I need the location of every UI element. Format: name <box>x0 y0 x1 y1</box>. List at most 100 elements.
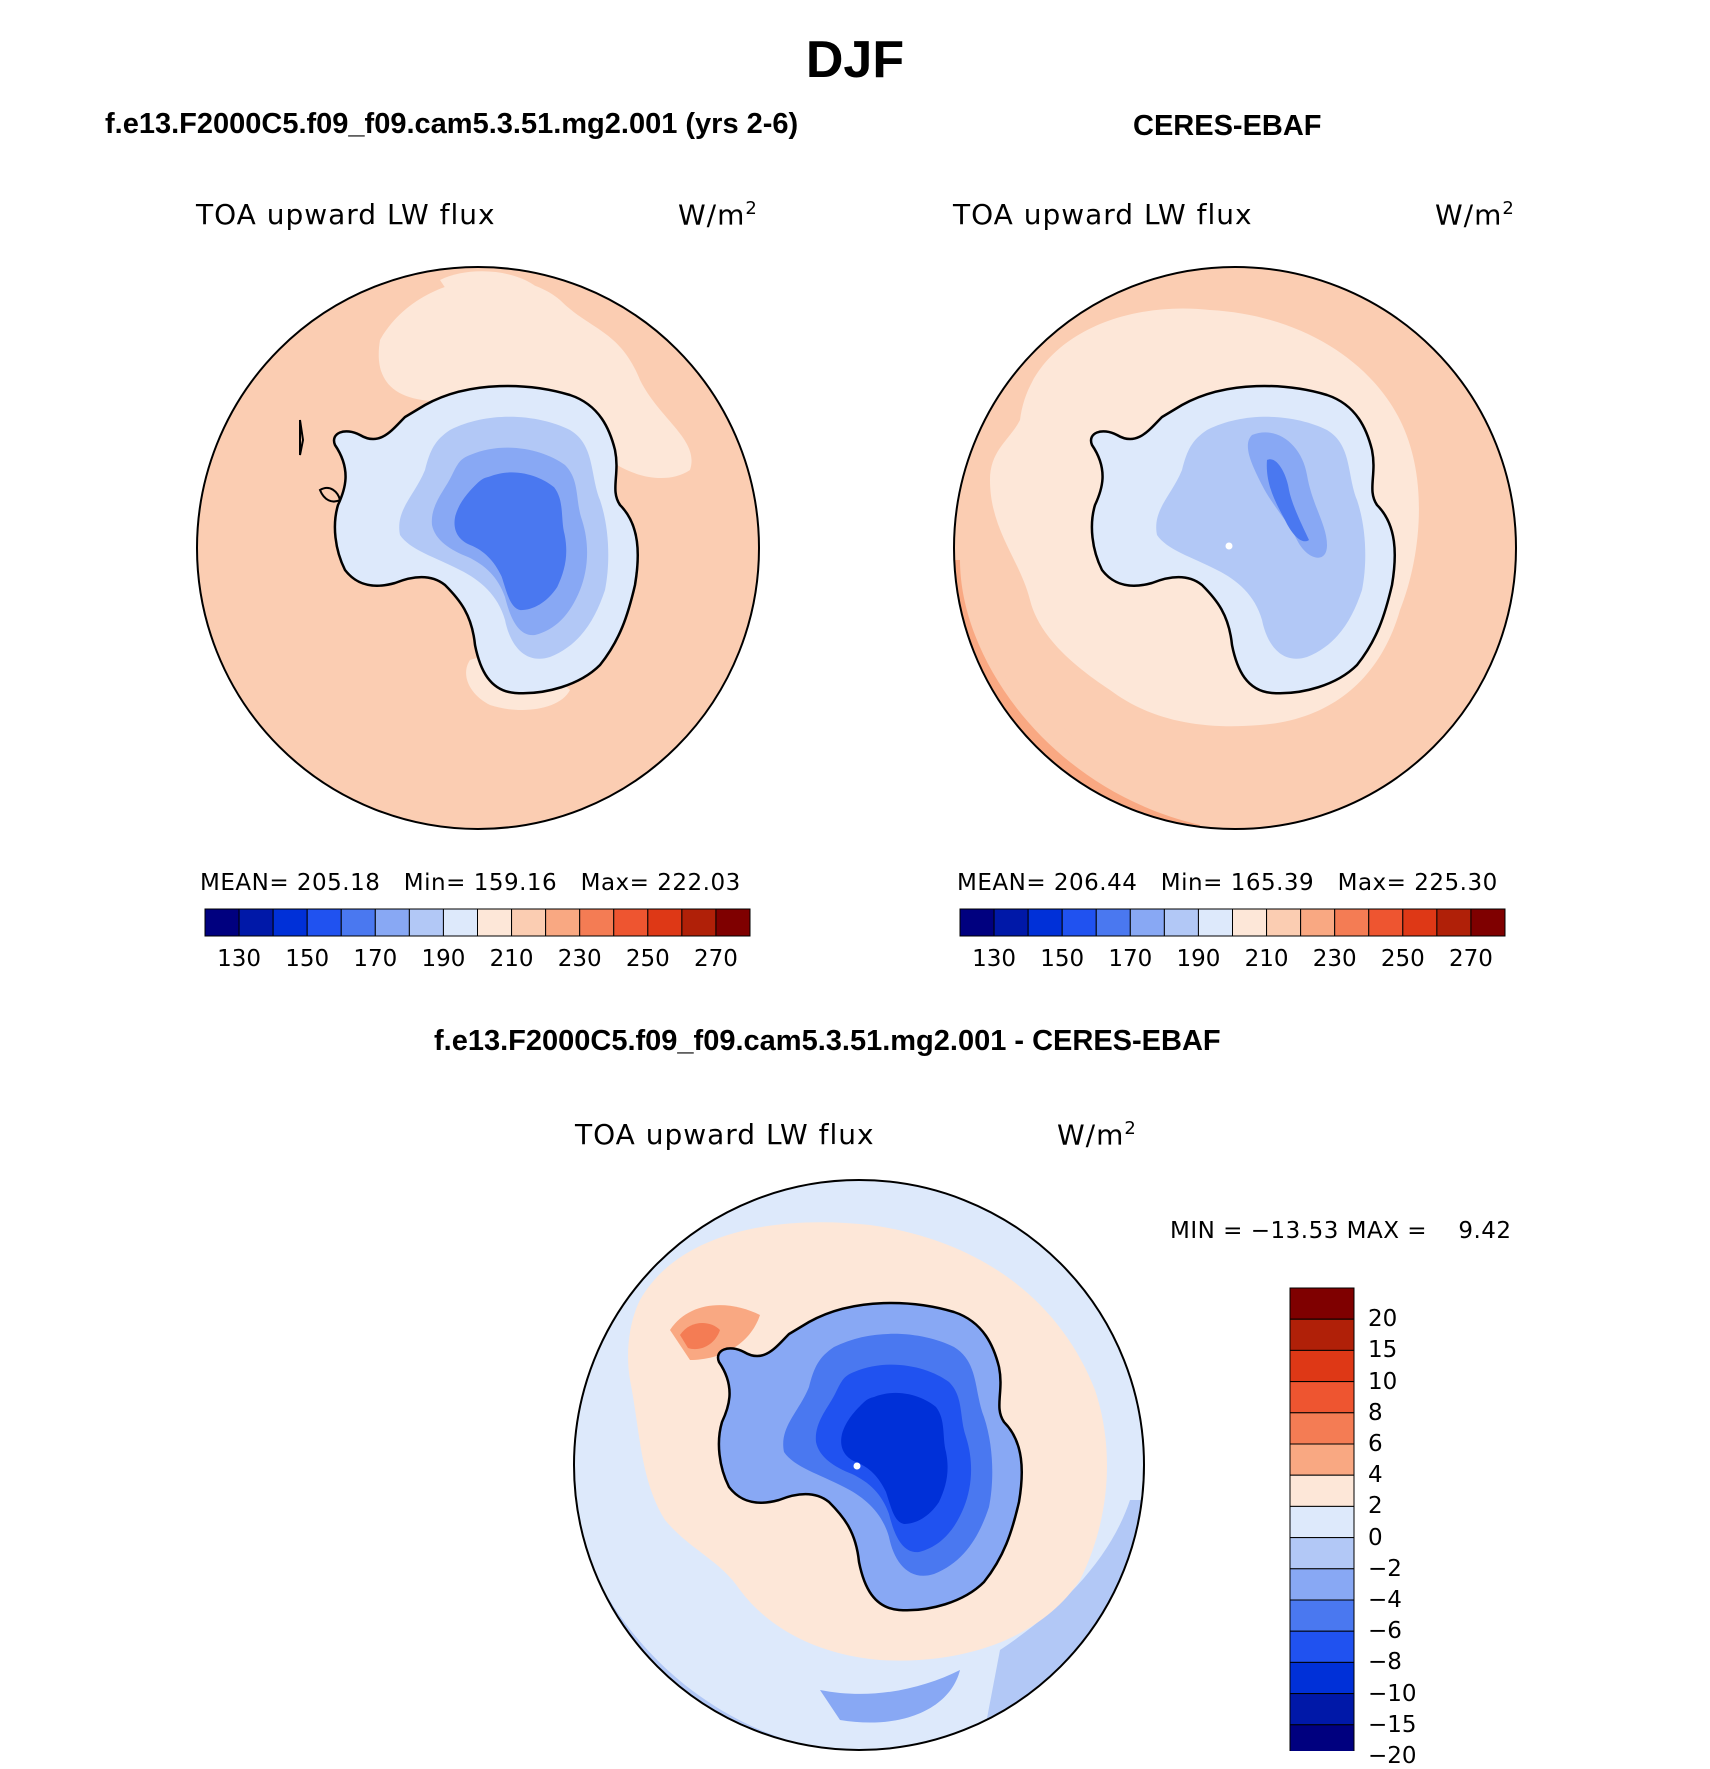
model-colorbar-swatch <box>442 908 478 937</box>
obs-colorbar-tick-label: 250 <box>1380 946 1425 972</box>
diff-colorbar-tick-label: −15 <box>1368 1711 1417 1738</box>
model-colorbar-swatch <box>306 908 342 937</box>
model-colorbar-swatch <box>715 908 751 937</box>
model-colorbar-swatch <box>408 908 444 937</box>
obs-colorbar-swatch <box>1266 908 1302 937</box>
diff-colorbar-tick-label: −10 <box>1368 1680 1417 1707</box>
model-colorbar-swatch <box>545 908 581 937</box>
obs-colorbar-swatch <box>1368 908 1404 937</box>
model-colorbar <box>204 908 751 937</box>
diff-colorbar-tick-label: 2 <box>1368 1493 1383 1520</box>
diff-colorbar-tick-label: 15 <box>1368 1337 1398 1364</box>
obs-colorbar-swatch <box>993 908 1029 937</box>
model-variable-label: TOA upward LW flux <box>196 198 496 231</box>
model-colorbar-swatch <box>511 908 547 937</box>
diff-colorbar-tick-label: 8 <box>1368 1399 1383 1426</box>
obs-variable-label: TOA upward LW flux <box>953 198 1253 231</box>
diff-colorbar-swatch <box>1289 1693 1355 1726</box>
diff-colorbar-swatch <box>1289 1412 1355 1445</box>
model-units-label: W/m2 <box>678 198 758 232</box>
diff-colorbar-tick-label: 0 <box>1368 1524 1383 1551</box>
obs-colorbar-tick-label: 270 <box>1448 946 1493 972</box>
model-stats: MEAN= 205.18 Min= 159.16 Max= 222.03 <box>200 870 741 896</box>
obs-units-label: W/m2 <box>1435 198 1515 232</box>
model-colorbar-tick-label: 210 <box>489 946 534 972</box>
obs-colorbar-tick-label: 170 <box>1108 946 1153 972</box>
diff-colorbar-swatch <box>1289 1505 1355 1539</box>
model-colorbar-tick-label: 270 <box>693 946 738 972</box>
diff-colorbar-tick-label: 4 <box>1368 1462 1383 1489</box>
model-colorbar-tick-label: 130 <box>217 946 262 972</box>
diff-colorbar-swatch <box>1289 1568 1355 1601</box>
obs-colorbar-swatch <box>1197 908 1233 937</box>
diff-variable-label: TOA upward LW flux <box>575 1118 875 1151</box>
model-colorbar-swatch <box>477 908 513 937</box>
obs-colorbar-tick-label: 130 <box>972 946 1017 972</box>
diff-colorbar-tick-label: 20 <box>1368 1306 1398 1333</box>
obs-panel-title: CERES-EBAF <box>1133 110 1322 142</box>
diff-colorbar-swatch <box>1289 1724 1355 1751</box>
obs-map <box>954 267 1516 829</box>
diff-map-outline <box>573 1179 1145 1751</box>
diff-colorbar-swatch <box>1289 1443 1355 1476</box>
obs-colorbar-swatch <box>1300 908 1336 937</box>
diff-stats: MIN = −13.53 MAX = 9.42 <box>1170 1218 1512 1244</box>
model-colorbar-swatch <box>374 908 410 937</box>
obs-colorbar-swatch <box>1470 908 1506 937</box>
model-map-outline <box>196 266 760 830</box>
obs-colorbar-swatch <box>1436 908 1472 937</box>
diff-colorbar-tick-label: 10 <box>1368 1368 1398 1395</box>
obs-colorbar-tick-label: 230 <box>1312 946 1357 972</box>
diff-colorbar-swatch <box>1289 1318 1355 1351</box>
model-map <box>197 267 759 829</box>
model-colorbar-swatch <box>272 908 308 937</box>
model-colorbar-swatch <box>613 908 649 937</box>
obs-colorbar-tick-label: 210 <box>1244 946 1289 972</box>
diff-colorbar-tick-label: −8 <box>1368 1649 1402 1676</box>
diff-colorbar-tick-label: −20 <box>1368 1743 1417 1769</box>
model-colorbar-swatch <box>340 908 376 937</box>
obs-colorbar-swatch <box>1163 908 1199 937</box>
model-colorbar-swatch <box>238 908 274 937</box>
obs-colorbar-swatch <box>1095 908 1131 937</box>
obs-colorbar-swatch <box>1402 908 1438 937</box>
diff-colorbar-swatch <box>1289 1537 1355 1570</box>
model-colorbar-swatch <box>579 908 615 937</box>
diff-panel-title: f.e13.F2000C5.f09_f09.cam5.3.51.mg2.001 … <box>434 1025 1221 1057</box>
diff-units-label: W/m2 <box>1057 1118 1137 1152</box>
diff-colorbar-swatch <box>1289 1349 1355 1383</box>
obs-colorbar-swatch <box>959 908 995 937</box>
diff-colorbar-swatch <box>1289 1287 1355 1320</box>
diff-colorbar-swatch <box>1289 1381 1355 1414</box>
diff-colorbar <box>1289 1287 1355 1751</box>
model-colorbar-swatch <box>204 908 240 937</box>
obs-colorbar-tick-label: 150 <box>1040 946 1085 972</box>
diff-colorbar-tick-label: 6 <box>1368 1431 1383 1457</box>
obs-colorbar-swatch <box>1334 908 1370 937</box>
diff-colorbar-tick-label: −6 <box>1368 1618 1402 1645</box>
model-panel-title: f.e13.F2000C5.f09_f09.cam5.3.51.mg2.001 … <box>105 108 799 140</box>
obs-colorbar-swatch <box>1061 908 1097 937</box>
diff-map <box>574 1180 1144 1750</box>
obs-colorbar-swatch <box>1129 908 1165 937</box>
diff-colorbar-swatch <box>1289 1661 1355 1695</box>
obs-colorbar-swatch <box>1027 908 1063 937</box>
model-colorbar-swatch <box>681 908 717 937</box>
obs-colorbar-swatch <box>1232 908 1268 937</box>
diff-colorbar-swatch <box>1289 1599 1355 1632</box>
figure-title: DJF <box>805 31 905 89</box>
model-colorbar-tick-label: 230 <box>557 946 602 972</box>
obs-colorbar-tick-label: 190 <box>1176 946 1221 972</box>
diff-colorbar-swatch <box>1289 1474 1355 1507</box>
obs-stats: MEAN= 206.44 Min= 165.39 Max= 225.30 <box>957 870 1498 896</box>
obs-map-outline <box>953 266 1517 830</box>
diff-colorbar-tick-label: −2 <box>1368 1555 1402 1582</box>
model-colorbar-tick-label: 150 <box>285 946 330 972</box>
obs-colorbar <box>959 908 1506 937</box>
diff-colorbar-swatch <box>1289 1630 1355 1663</box>
model-colorbar-tick-label: 170 <box>353 946 398 972</box>
model-colorbar-tick-label: 190 <box>421 946 466 972</box>
diff-colorbar-tick-label: −4 <box>1368 1587 1402 1613</box>
model-colorbar-swatch <box>647 908 683 937</box>
